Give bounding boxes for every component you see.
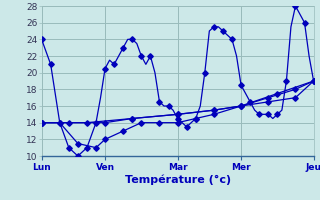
X-axis label: Température (°c): Température (°c): [124, 175, 231, 185]
